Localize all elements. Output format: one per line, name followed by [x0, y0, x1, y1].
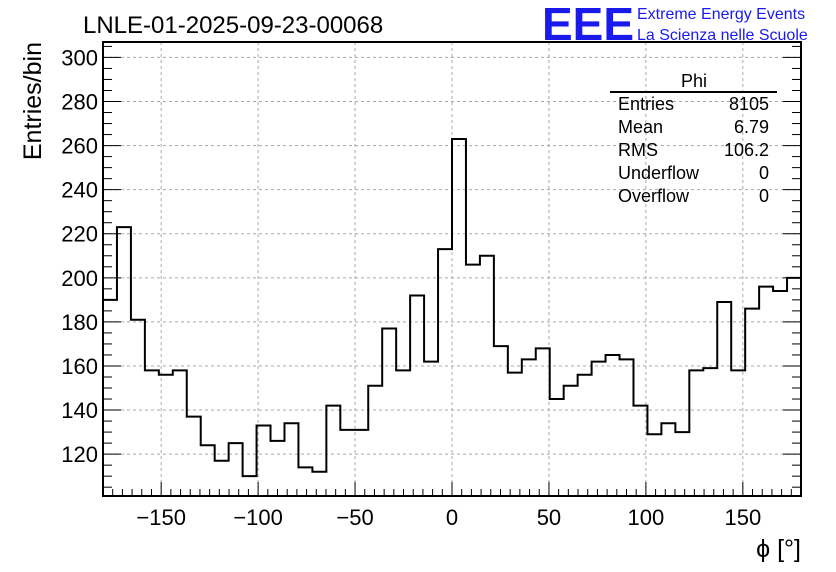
y-tick-label: 220 [61, 222, 98, 247]
stats-value: 6.79 [734, 117, 769, 137]
histogram-outline [103, 137, 801, 478]
stats-label: Overflow [618, 186, 690, 206]
stats-label: Entries [618, 94, 674, 114]
logo-line-2: La Scienza nelle Scuole [637, 27, 808, 44]
x-tick-label: 100 [628, 505, 665, 530]
stats-value: 106.2 [724, 140, 769, 160]
y-axis-title: Entries/bin [19, 42, 47, 160]
stats-label: Underflow [618, 163, 700, 183]
y-tick-label: 300 [61, 45, 98, 70]
chart-title: LNLE-01-2025-09-23-00068 [83, 12, 383, 39]
y-tick-label: 240 [61, 178, 98, 203]
y-tick-label: 120 [61, 442, 98, 467]
stats-label: Mean [618, 117, 663, 137]
y-tick-label: 160 [61, 354, 98, 379]
axis-ticks [103, 45, 801, 496]
stats-box: Phi Entries 8105 Mean 6.79 RMS 106.2 Underflow… [610, 71, 777, 206]
y-tick-labels: 120 140 160 180 200 220 240 260 280 300 [61, 45, 98, 467]
y-tick-label: 280 [61, 90, 98, 115]
stats-label: RMS [618, 140, 658, 160]
x-tick-label: 150 [724, 505, 761, 530]
stats-title: Phi [681, 71, 707, 91]
logo-line-1: Extreme Energy Events [637, 6, 805, 23]
grid-lines [103, 42, 801, 496]
y-tick-label: 260 [61, 134, 98, 159]
stats-value: 8105 [729, 94, 769, 114]
x-tick-label: −50 [336, 505, 373, 530]
x-tick-label: −100 [233, 505, 283, 530]
x-tick-label: 50 [537, 505, 561, 530]
x-axis-title: ϕ [°] [756, 535, 801, 563]
x-tick-label: 0 [446, 505, 458, 530]
stats-value: 0 [759, 186, 769, 206]
y-tick-label: 200 [61, 266, 98, 291]
x-tick-label: −150 [136, 505, 186, 530]
y-tick-label: 180 [61, 310, 98, 335]
x-tick-labels: −150 −100 −50 0 50 100 150 [136, 505, 761, 530]
logo-mark: EEE [542, 0, 634, 50]
eee-logo: EEE Extreme Energy Events La Scienza nel… [542, 0, 808, 50]
stats-value: 0 [759, 163, 769, 183]
y-tick-label: 140 [61, 398, 98, 423]
